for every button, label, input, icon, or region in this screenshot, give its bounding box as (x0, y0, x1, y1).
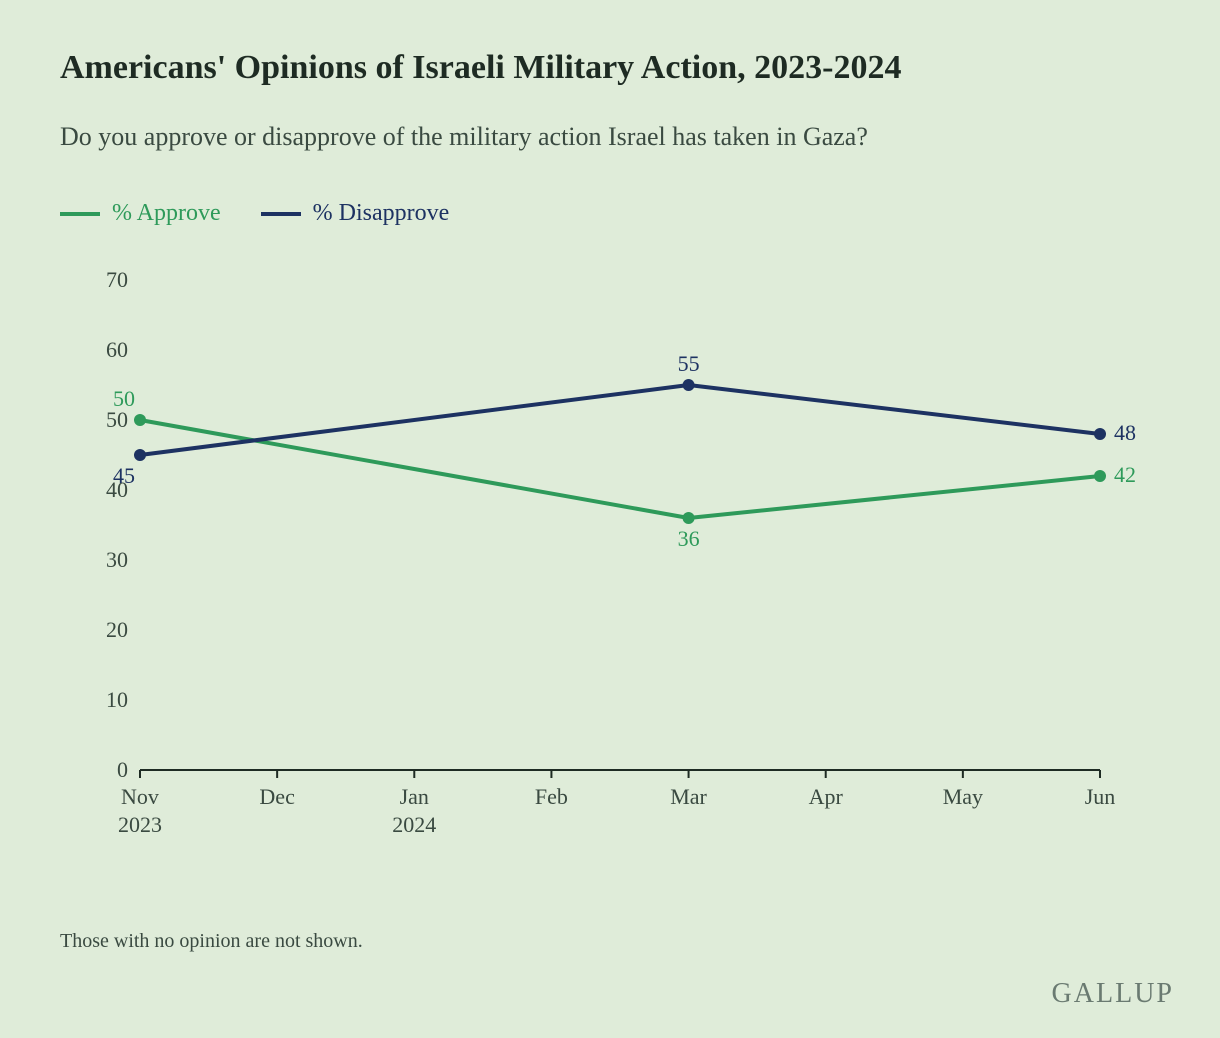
brand-logo: GALLUP (1052, 978, 1174, 1010)
legend: % Approve % Disapprove (60, 200, 449, 227)
legend-item-approve: % Approve (60, 200, 221, 227)
y-tick-label: 60 (106, 337, 128, 362)
data-label: 45 (113, 463, 135, 488)
chart-title: Americans' Opinions of Israeli Military … (60, 48, 901, 89)
data-point (683, 379, 695, 391)
x-tick-label: Apr (809, 784, 844, 809)
data-label: 36 (678, 526, 700, 551)
x-tick-label: Dec (259, 784, 295, 809)
data-point (683, 512, 695, 524)
data-label: 42 (1114, 462, 1136, 487)
x-tick-sublabel: 2023 (118, 812, 162, 837)
y-tick-label: 10 (106, 687, 128, 712)
legend-label-disapprove: % Disapprove (313, 200, 450, 227)
chart-footnote: Those with no opinion are not shown. (60, 930, 363, 953)
legend-swatch-approve (60, 212, 100, 216)
data-label: 55 (678, 351, 700, 376)
x-tick-label: Jan (400, 784, 429, 809)
chart-container: Americans' Opinions of Israeli Military … (0, 0, 1220, 1038)
x-tick-label: Jun (1085, 784, 1116, 809)
legend-swatch-disapprove (261, 212, 301, 216)
plot-area: 010203040506070Nov2023DecJan2024FebMarAp… (60, 260, 1160, 860)
chart-subtitle: Do you approve or disapprove of the mili… (60, 120, 868, 154)
y-tick-label: 0 (117, 757, 128, 782)
x-tick-label: Feb (535, 784, 568, 809)
data-point (1094, 428, 1106, 440)
x-tick-label: Nov (121, 784, 159, 809)
data-label: 48 (1114, 420, 1136, 445)
y-tick-label: 20 (106, 617, 128, 642)
legend-item-disapprove: % Disapprove (261, 200, 450, 227)
y-tick-label: 30 (106, 547, 128, 572)
legend-label-approve: % Approve (112, 200, 221, 227)
data-point (134, 414, 146, 426)
x-tick-sublabel: 2024 (392, 812, 436, 837)
data-point (1094, 470, 1106, 482)
x-tick-label: May (943, 784, 983, 809)
x-tick-label: Mar (670, 784, 707, 809)
data-label: 50 (113, 386, 135, 411)
data-point (134, 449, 146, 461)
line-chart-svg: 010203040506070Nov2023DecJan2024FebMarAp… (60, 260, 1160, 860)
y-tick-label: 70 (106, 267, 128, 292)
